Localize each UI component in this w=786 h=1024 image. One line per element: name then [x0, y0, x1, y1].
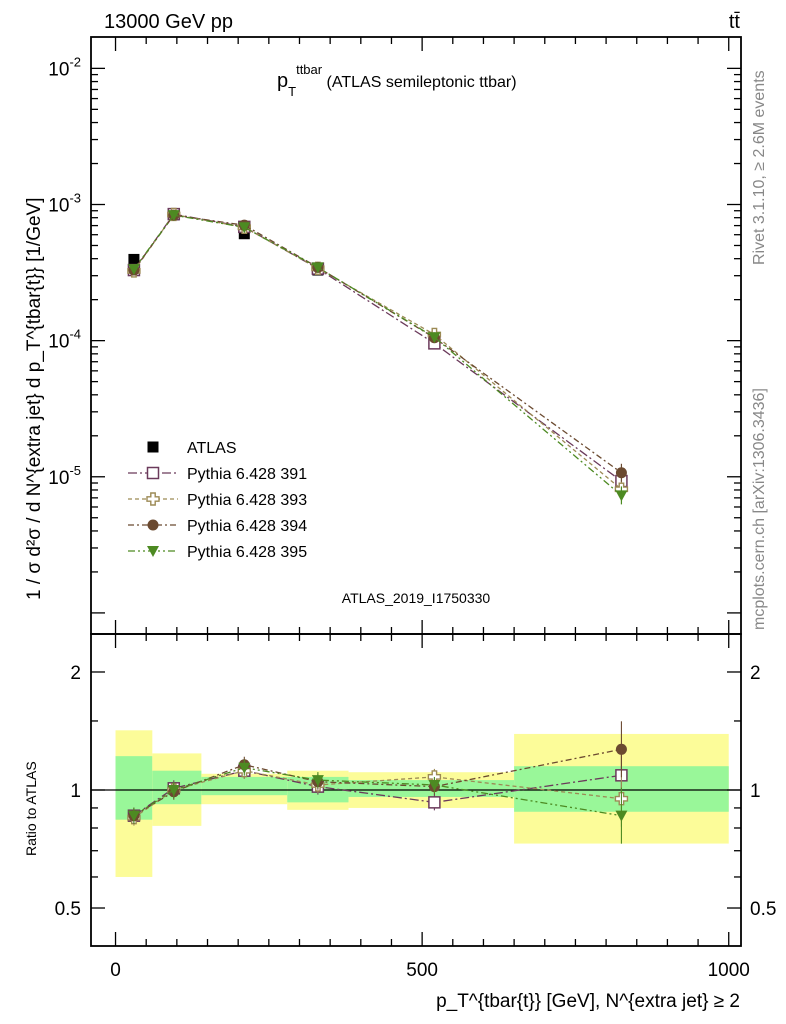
- data-point: [167, 210, 180, 222]
- legend-label: Pythia 6.428 391: [187, 466, 307, 483]
- analysis-label: ATLAS_2019_I1750330: [342, 590, 491, 606]
- legend-label: Pythia 6.428 393: [187, 492, 307, 509]
- legend-marker: [146, 492, 160, 506]
- data-point: [428, 332, 441, 344]
- main-title: pTttbar (ATLAS semileptonic ttbar): [277, 62, 517, 99]
- y-tick-label: 10-2: [48, 54, 81, 80]
- mcplots-label: mcplots.cern.ch [arXiv:1306.3436]: [751, 388, 768, 630]
- legend-label: Pythia 6.428 395: [187, 544, 307, 561]
- ratio-point: [167, 785, 180, 796]
- stat-uncertainty-band: [201, 776, 288, 796]
- data-point: [311, 262, 324, 274]
- ratio-point: [311, 775, 324, 787]
- ratio-y-tick-label: 0.5: [55, 899, 81, 920]
- header-left: 13000 GeV pp: [104, 11, 233, 33]
- x-axis-label: p_T^{tbar{t}} [GeV], N^{extra jet} ≥ 2: [436, 991, 740, 1012]
- ratio-y-tick-label-right: 1: [750, 781, 761, 802]
- ratio-y-tick-label: 1: [70, 781, 81, 802]
- data-point: [238, 222, 251, 234]
- x-tick-label: 1000: [708, 960, 750, 981]
- legend-marker: [147, 546, 159, 557]
- data-point: [127, 264, 140, 276]
- x-tick-label: 500: [406, 960, 438, 981]
- ratio-y-tick-label-right: 2: [750, 663, 761, 684]
- ratio-point: [428, 779, 441, 791]
- rivet-label: Rivet 3.1.10, ≥ 2.6M events: [751, 70, 768, 265]
- legend: ATLAS Pythia 6.428 391 Pythia 6.428 393 Pyt…: [128, 440, 307, 561]
- ratio-point: [127, 810, 140, 822]
- ratio-point: [238, 762, 251, 774]
- legend-marker: [147, 441, 159, 453]
- y-axis-label-main: 1 / σ d²σ / d N^{extra jet} d p_T^{tbar{…: [24, 197, 45, 600]
- ratio-point: [428, 796, 441, 809]
- legend-marker: [147, 519, 159, 531]
- ratio-y-tick-label: 2: [70, 663, 81, 684]
- y-tick-label: 10-4: [48, 327, 81, 353]
- data-point: [615, 467, 627, 479]
- series-pythia-395: [127, 210, 628, 505]
- x-tick-label: 0: [110, 960, 121, 981]
- main-panel: 10-5 10-4 10-3 10-2 pTttbar (ATLAS semilept…: [48, 36, 742, 635]
- ratio-line: [133, 767, 622, 817]
- legend-marker: [146, 466, 160, 480]
- series-line: [133, 214, 622, 474]
- ratio-y-tick-label-right: 0.5: [750, 899, 776, 920]
- ratio-point: [615, 810, 628, 822]
- y-tick-label: 10-3: [48, 191, 81, 217]
- ratio-line: [133, 748, 622, 817]
- series-line: [133, 214, 622, 496]
- ratio-panel: 0.5 0.5 1 1 2 2 0 500 1000: [55, 633, 776, 981]
- data-point: [128, 253, 140, 265]
- ratio-point: [615, 743, 627, 755]
- data-point: [615, 490, 628, 502]
- header-right: tt̄: [729, 11, 741, 33]
- legend-label: Pythia 6.428 394: [187, 518, 307, 535]
- ratio-series-pythia-395: [127, 759, 628, 844]
- y-axis-label-ratio: Ratio to ATLAS: [23, 761, 39, 856]
- y-tick-label: 10-5: [48, 463, 81, 489]
- legend-label: ATLAS: [187, 440, 237, 457]
